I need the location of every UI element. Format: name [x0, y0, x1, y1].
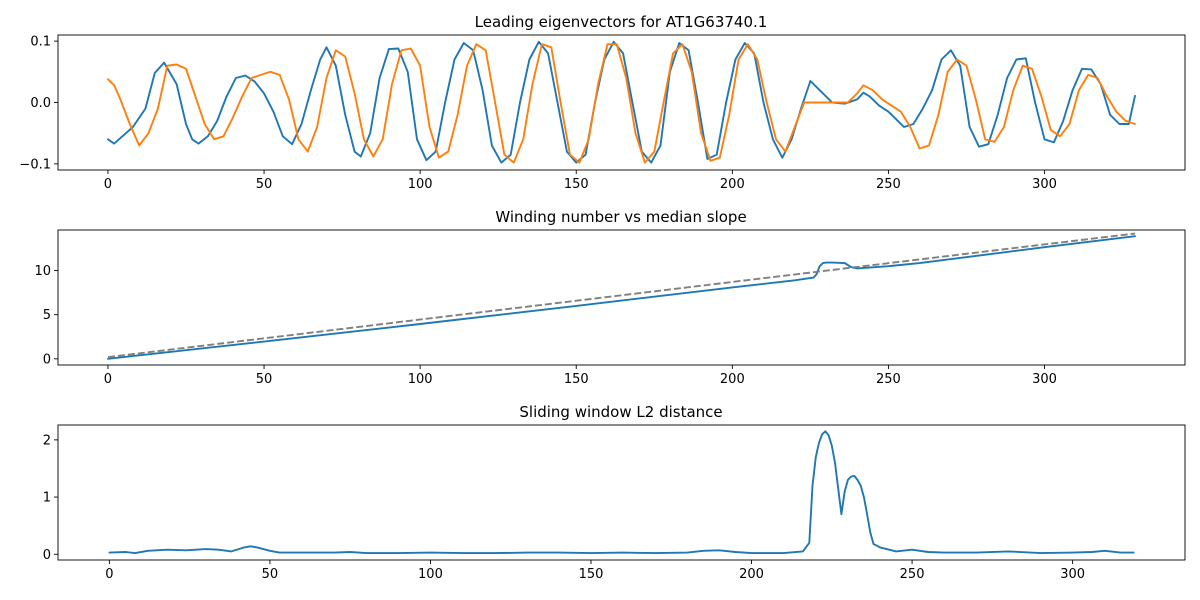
x-tick-label: 50	[256, 177, 273, 192]
plot-area-l2-distance: 0 50 100 150 200 250 300 0 1 2	[43, 424, 1186, 582]
x-tick-label: 250	[876, 177, 901, 192]
y-tick-label: 0.0	[30, 96, 51, 111]
y-tick-label: 2	[43, 433, 51, 448]
x-tick-label: 50	[256, 372, 273, 387]
series-line-2-0	[108, 430, 1135, 555]
chart-panel-eigenvectors: Leading eigenvectors for AT1G63740.1 0 50…	[19, 13, 1186, 192]
y-tick-label: 10	[34, 264, 51, 279]
x-tick-label: 250	[876, 372, 901, 387]
axes-frame	[57, 34, 1186, 171]
x-tick-label: 250	[900, 567, 925, 582]
series-line-0-1	[107, 43, 1136, 164]
x-tick-label: 200	[739, 567, 764, 582]
x-tick-label: 100	[408, 177, 433, 192]
x-tick-label: 300	[1032, 372, 1057, 387]
y-tick-label: 5	[43, 308, 51, 323]
chart-panel-l2-distance: Sliding window L2 distance 0 50 100 150 200 2…	[43, 403, 1186, 582]
x-tick-label: 150	[564, 372, 589, 387]
x-tick-label: 150	[564, 177, 589, 192]
x-tick-label: 300	[1032, 177, 1057, 192]
axes-frame	[57, 424, 1186, 561]
x-tick-label: 50	[262, 567, 279, 582]
y-tick-label: 0	[43, 548, 51, 563]
y-tick-label: 1	[43, 491, 51, 506]
chart-title-eigenvectors: Leading eigenvectors for AT1G63740.1	[475, 13, 768, 31]
x-tick-label: 300	[1060, 567, 1085, 582]
series-line-1-1	[107, 232, 1136, 359]
axes-frame	[57, 229, 1186, 366]
x-tick-label: 100	[418, 567, 443, 582]
x-tick-label: 0	[104, 177, 112, 192]
x-tick-label: 200	[720, 177, 745, 192]
series-line-1-0	[107, 235, 1136, 360]
plot-area-winding: 0 50 100 150 200 250 300 0 5 10	[34, 229, 1186, 387]
x-tick-label: 0	[104, 372, 112, 387]
y-tick-label: −0.1	[19, 157, 51, 172]
y-tick-label: 0	[43, 352, 51, 367]
x-tick-label: 200	[720, 372, 745, 387]
chart-title-winding: Winding number vs median slope	[495, 208, 746, 226]
x-tick-label: 150	[579, 567, 604, 582]
chart-title-l2-distance: Sliding window L2 distance	[519, 403, 722, 421]
chart-panel-winding: Winding number vs median slope 0 50 100 150…	[34, 208, 1186, 387]
plot-area-eigenvectors: 0 50 100 150 200 250 300 −0.1 0.0 0.1	[19, 34, 1186, 192]
x-tick-label: 100	[408, 372, 433, 387]
x-tick-label: 0	[105, 567, 113, 582]
y-tick-label: 0.1	[30, 35, 51, 50]
